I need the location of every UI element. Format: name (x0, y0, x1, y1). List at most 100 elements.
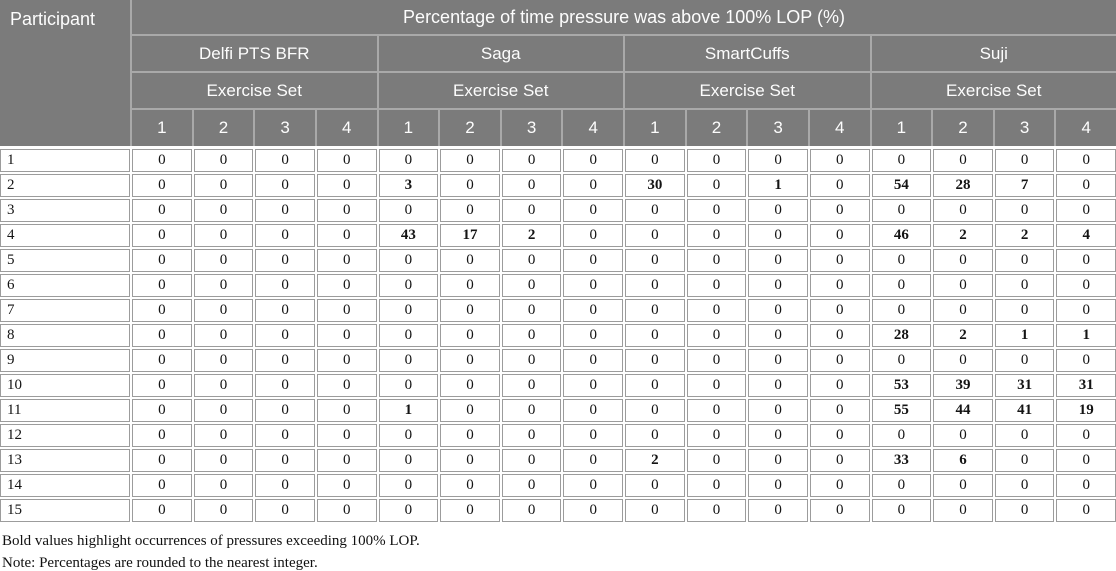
set-number-header: 1 (132, 110, 192, 146)
value-cell: 0 (193, 424, 254, 447)
device-header-suji: Suji (871, 36, 1116, 71)
exercise-set-header: Exercise Set (132, 73, 377, 108)
value-cell: 0 (686, 449, 747, 472)
value-cell: 0 (994, 499, 1055, 522)
value-cell: 0 (748, 249, 808, 272)
value-cell: 0 (378, 199, 439, 222)
value-cell: 0 (933, 499, 993, 522)
value-cell: 0 (132, 474, 192, 497)
value-cell: 0 (1056, 499, 1116, 522)
value-cell: 0 (871, 249, 932, 272)
value-cell: 4 (1056, 224, 1116, 247)
value-cell: 0 (132, 399, 192, 422)
set-number-header: 2 (933, 110, 993, 146)
set-number-header: 2 (440, 110, 500, 146)
value-cell: 0 (809, 174, 870, 197)
value-cell: 0 (871, 199, 932, 222)
value-cell: 0 (132, 174, 192, 197)
value-cell: 0 (809, 449, 870, 472)
value-cell: 7 (994, 174, 1055, 197)
set-number-header: 2 (686, 110, 747, 146)
value-cell: 0 (193, 374, 254, 397)
value-cell: 0 (686, 199, 747, 222)
value-cell: 0 (1056, 299, 1116, 322)
set-number-header: 1 (871, 110, 932, 146)
value-cell: 0 (501, 249, 562, 272)
value-cell: 0 (748, 324, 808, 347)
value-cell: 0 (871, 424, 932, 447)
value-cell: 0 (809, 499, 870, 522)
value-cell: 0 (440, 349, 500, 372)
value-cell: 0 (501, 374, 562, 397)
value-cell: 0 (193, 174, 254, 197)
value-cell: 0 (501, 349, 562, 372)
value-cell: 28 (871, 324, 932, 347)
set-number-header: 4 (316, 110, 377, 146)
value-cell: 0 (994, 199, 1055, 222)
table-header: Participant Percentage of time pressure … (0, 0, 1116, 146)
value-cell: 0 (378, 424, 439, 447)
value-cell: 0 (316, 374, 377, 397)
value-cell: 0 (378, 299, 439, 322)
value-cell: 0 (563, 299, 623, 322)
value-cell: 0 (193, 399, 254, 422)
footnote-rounding: Note: Percentages are rounded to the nea… (2, 554, 318, 571)
value-cell: 0 (255, 399, 315, 422)
value-cell: 0 (625, 499, 685, 522)
value-cell: 0 (933, 349, 993, 372)
value-cell: 0 (748, 449, 808, 472)
value-cell: 0 (378, 349, 439, 372)
value-cell: 0 (316, 249, 377, 272)
participant-cell: 15 (0, 499, 130, 522)
value-cell: 0 (193, 299, 254, 322)
value-cell: 0 (686, 274, 747, 297)
value-cell: 0 (625, 249, 685, 272)
value-cell: 0 (316, 149, 377, 172)
value-cell: 0 (809, 324, 870, 347)
value-cell: 0 (255, 274, 315, 297)
value-cell: 0 (378, 324, 439, 347)
value-cell: 53 (871, 374, 932, 397)
value-cell: 0 (501, 174, 562, 197)
value-cell: 0 (563, 199, 623, 222)
value-cell: 0 (193, 149, 254, 172)
value-cell: 0 (563, 349, 623, 372)
value-cell: 0 (501, 449, 562, 472)
value-cell: 1 (1056, 324, 1116, 347)
value-cell: 0 (748, 474, 808, 497)
value-cell: 41 (994, 399, 1055, 422)
value-cell: 0 (809, 399, 870, 422)
participant-cell: 13 (0, 449, 130, 472)
set-number-header: 3 (748, 110, 808, 146)
value-cell: 0 (193, 324, 254, 347)
value-cell: 0 (132, 299, 192, 322)
value-cell: 0 (871, 274, 932, 297)
participant-cell: 5 (0, 249, 130, 272)
value-cell: 0 (686, 149, 747, 172)
value-cell: 0 (501, 474, 562, 497)
value-cell: 0 (440, 374, 500, 397)
value-cell: 0 (255, 474, 315, 497)
value-cell: 0 (625, 274, 685, 297)
value-cell: 46 (871, 224, 932, 247)
set-number-header: 1 (378, 110, 439, 146)
value-cell: 0 (440, 324, 500, 347)
footnote-bold-values: Bold values highlight occurrences of pre… (2, 533, 420, 549)
value-cell: 0 (809, 424, 870, 447)
value-cell: 2 (625, 449, 685, 472)
value-cell: 0 (686, 424, 747, 447)
value-cell: 0 (255, 424, 315, 447)
value-cell: 0 (994, 449, 1055, 472)
value-cell: 0 (563, 224, 623, 247)
value-cell: 0 (809, 374, 870, 397)
value-cell: 0 (255, 149, 315, 172)
value-cell: 0 (563, 399, 623, 422)
value-cell: 0 (871, 149, 932, 172)
value-cell: 0 (378, 374, 439, 397)
value-cell: 1 (748, 174, 808, 197)
value-cell: 0 (1056, 174, 1116, 197)
value-cell: 0 (193, 499, 254, 522)
value-cell: 28 (933, 174, 993, 197)
value-cell: 0 (748, 199, 808, 222)
